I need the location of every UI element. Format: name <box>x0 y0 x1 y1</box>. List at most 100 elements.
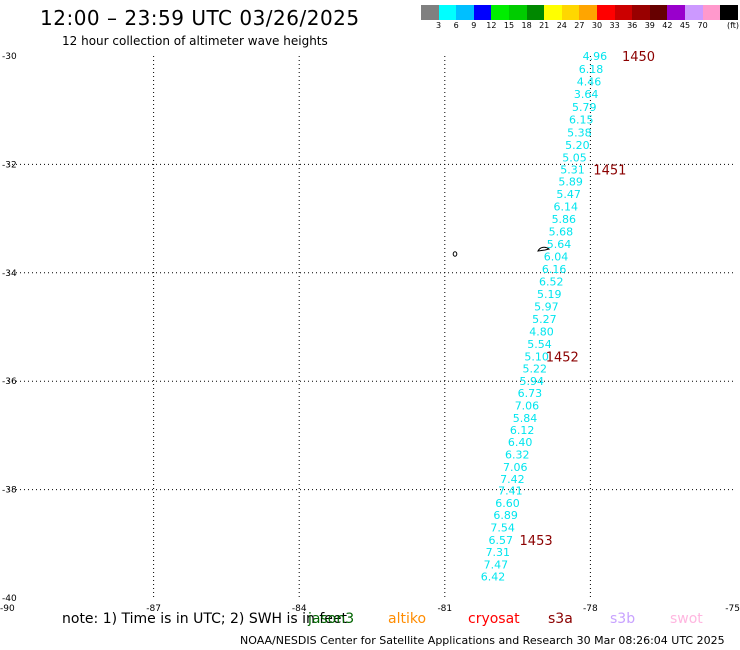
legend-swatch <box>702 5 721 20</box>
wave-height-point: 6.40 <box>508 436 532 449</box>
wave-height-point: 5.22 <box>522 363 547 376</box>
footer-credit: NOAA/NESDIS Center for Satellite Applica… <box>240 634 725 647</box>
legend-swatch <box>473 5 492 20</box>
y-tick-label: -38 <box>2 486 17 496</box>
satellite-s3a: s3a <box>548 611 573 627</box>
time-label: 1452 <box>546 350 579 365</box>
legend-tick-label: 18 <box>521 21 532 30</box>
legend-tick-label: 42 <box>662 21 673 30</box>
y-tick-label: -40 <box>2 594 17 604</box>
legend-swatch <box>508 5 527 20</box>
legend-tick-label: 24 <box>556 21 567 30</box>
note-text: note: 1) Time is in UTC; 2) SWH is in fe… <box>62 611 348 627</box>
legend-swatch <box>614 5 633 20</box>
x-tick-label: -81 <box>437 604 452 614</box>
legend-tick-label: 45 <box>679 21 691 30</box>
legend-tick-label: 6 <box>453 21 459 30</box>
y-tick-label: -32 <box>2 160 17 170</box>
chart-title: 12:00 – 23:59 UTC 03/26/2025 <box>40 6 360 30</box>
wave-height-point: 6.73 <box>518 387 543 400</box>
x-tick-label: -75 <box>725 604 740 614</box>
wave-height-point: 7.41 <box>498 485 522 498</box>
satellite-swot: swot <box>670 611 703 627</box>
wave-height-point: 5.94 <box>520 375 545 388</box>
wave-height-point: 5.47 <box>556 188 581 201</box>
color-legend: 3 6 9 12 15 18 21 24 27 30 33 36 39 42 45 70 (ft) <box>421 5 739 37</box>
legend-swatch <box>438 5 457 20</box>
legend-swatch <box>544 5 562 20</box>
wave-height-point: 6.16 <box>542 263 567 276</box>
wave-height-point: 7.31 <box>486 546 511 559</box>
legend-tick-label: 27 <box>574 21 585 30</box>
legend-tick-label: 70 <box>697 21 708 30</box>
wave-height-point: 5.84 <box>513 412 538 425</box>
wave-height-point: 6.32 <box>505 448 530 461</box>
legend-tick-label: 15 <box>503 21 515 30</box>
legend-swatch <box>632 5 650 20</box>
legend-tick-label: 36 <box>627 21 638 30</box>
wave-height-point: 5.38 <box>567 126 592 139</box>
legend-labels: 3 6 9 12 15 18 21 24 27 30 33 36 39 42 45 70 (ft) <box>421 21 739 35</box>
wave-height-point: 5.05 <box>562 151 587 164</box>
wave-height-point: 4.46 <box>577 75 602 88</box>
wave-height-point: 3.64 <box>574 88 599 101</box>
legend-tick-label: 21 <box>539 21 550 30</box>
wave-height-point: 6.52 <box>539 275 564 288</box>
satellite-altiko: altiko <box>388 611 427 627</box>
y-tick-label: -34 <box>2 269 17 279</box>
legend-tick-label: 9 <box>471 21 477 30</box>
wave-height-point: 6.60 <box>495 497 520 510</box>
satellite-s3b: s3b <box>610 611 636 627</box>
wave-height-point: 6.04 <box>544 251 569 264</box>
x-tick-label: -78 <box>583 604 598 614</box>
time-label: 1450 <box>622 50 655 65</box>
wave-height-point: 5.68 <box>549 226 574 239</box>
wave-height-point: 5.79 <box>572 101 597 114</box>
wave-height-point: 7.06 <box>515 400 540 413</box>
legend-swatch <box>596 5 615 20</box>
wave-height-point: 7.06 <box>503 461 528 474</box>
wave-height-point: 5.19 <box>537 288 562 301</box>
wave-height-point: 4.80 <box>529 325 554 338</box>
wave-height-point: 5.20 <box>565 139 590 152</box>
legend-tick-label: (ft) <box>726 21 740 30</box>
y-tick-label: -36 <box>2 377 17 387</box>
legend-swatch <box>684 5 703 20</box>
wave-height-point: 6.57 <box>488 534 512 547</box>
legend-tick-label: 3 <box>436 21 442 30</box>
wave-height-point: 5.64 <box>547 238 572 251</box>
wave-height-point: 6.89 <box>493 509 518 522</box>
wave-height-point: 5.10 <box>524 350 549 363</box>
time-label: 1453 <box>520 534 553 549</box>
legend-swatch <box>579 5 597 20</box>
island-feature <box>452 251 458 257</box>
legend-tick-label: 33 <box>609 21 620 30</box>
legend-swatch <box>526 5 545 20</box>
time-label: 1451 <box>593 163 626 178</box>
x-tick-label: -84 <box>292 604 307 614</box>
x-tick-label: -87 <box>146 604 161 614</box>
satellite-cryosat: cryosat <box>468 611 520 627</box>
chart-subtitle: 12 hour collection of altimeter wave hei… <box>62 34 328 48</box>
wave-height-point: 5.31 <box>560 163 585 176</box>
legend-tick-label: 12 <box>486 21 497 30</box>
legend-swatch <box>456 5 474 20</box>
wave-height-point: 7.42 <box>500 473 525 486</box>
legend-tick-label: 30 <box>591 21 603 30</box>
legend-swatch <box>421 5 439 20</box>
legend-swatch <box>491 5 509 20</box>
wave-height-point: 6.15 <box>569 113 594 126</box>
coastline-feature <box>537 246 551 252</box>
y-tick-label: -30 <box>2 52 17 62</box>
legend-swatch <box>649 5 668 20</box>
wave-height-point: 5.86 <box>552 213 577 226</box>
legend-swatch <box>561 5 580 20</box>
wave-height-point: 5.54 <box>527 338 552 351</box>
x-tick-label: -90 <box>0 604 15 614</box>
wave-height-point: 6.12 <box>510 424 535 437</box>
legend-tick-label: 39 <box>644 21 655 30</box>
legend-swatch <box>667 5 685 20</box>
wave-height-point: 5.97 <box>534 300 559 313</box>
wave-height-point: 5.27 <box>532 313 557 326</box>
